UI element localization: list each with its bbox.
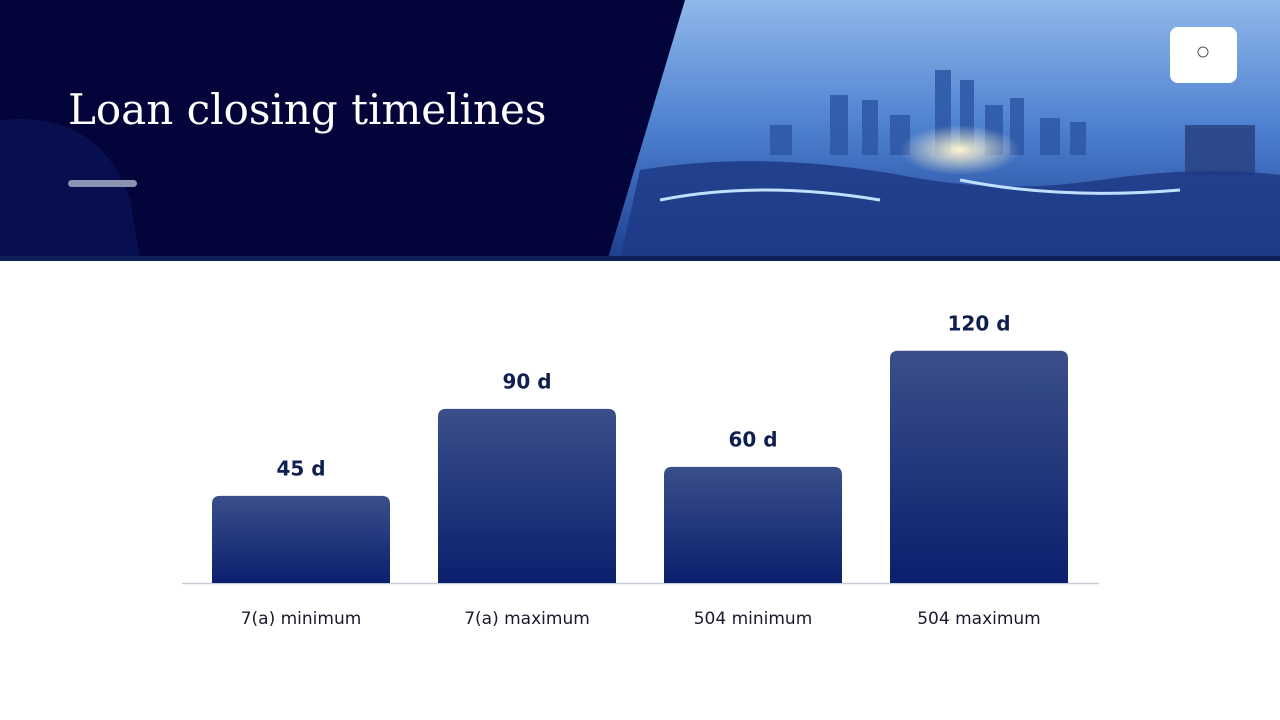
- value-label: 60 d: [728, 427, 777, 451]
- logo: [1170, 27, 1237, 83]
- value-label: 120 d: [947, 311, 1010, 335]
- value-label: 90 d: [502, 369, 551, 393]
- bar: [212, 495, 390, 583]
- header-panel: [0, 0, 685, 258]
- category-label: 504 minimum: [694, 609, 813, 629]
- category-label: 504 maximum: [917, 609, 1041, 629]
- header: Loan closing timelines: [0, 0, 1280, 261]
- value-label: 45 d: [276, 456, 325, 480]
- bar: [890, 350, 1068, 583]
- accent-line: [68, 180, 137, 187]
- category-label: 7(a) minimum: [241, 609, 362, 629]
- bar: [438, 408, 616, 583]
- bar: [664, 466, 842, 583]
- slide-title: Loan closing timelines: [68, 85, 546, 134]
- category-label: 7(a) maximum: [464, 609, 590, 629]
